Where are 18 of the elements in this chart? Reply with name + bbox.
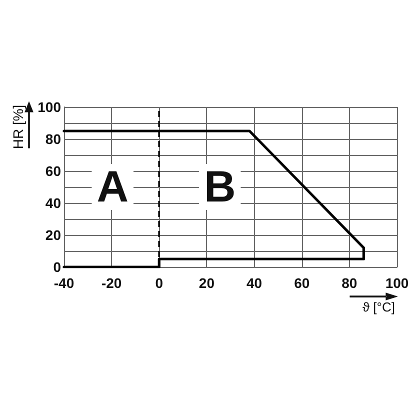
x-tick-label: 0 [155,275,164,291]
annotation: B [204,162,236,212]
x-tick-label: 40 [246,275,262,291]
x-axis-title: ϑ [°C] [362,300,395,314]
y-tick-label: 100 [38,99,62,115]
x-tick-label: 60 [294,275,310,291]
y-tick-label: 20 [45,227,62,243]
y-axis-title: HR [%] [10,104,26,150]
y-tick-label: 0 [53,259,62,275]
x-tick-label: -20 [101,275,122,291]
annotation: A [96,162,129,212]
x-tick-label: 80 [342,275,358,291]
x-tick-label: 20 [198,275,215,291]
y-tick-label: 60 [45,163,62,179]
x-tick-label: -40 [54,275,74,291]
y-tick-label: 40 [45,195,62,211]
y-tick-label: 80 [45,131,62,147]
x-tick-label: 100 [385,275,409,291]
